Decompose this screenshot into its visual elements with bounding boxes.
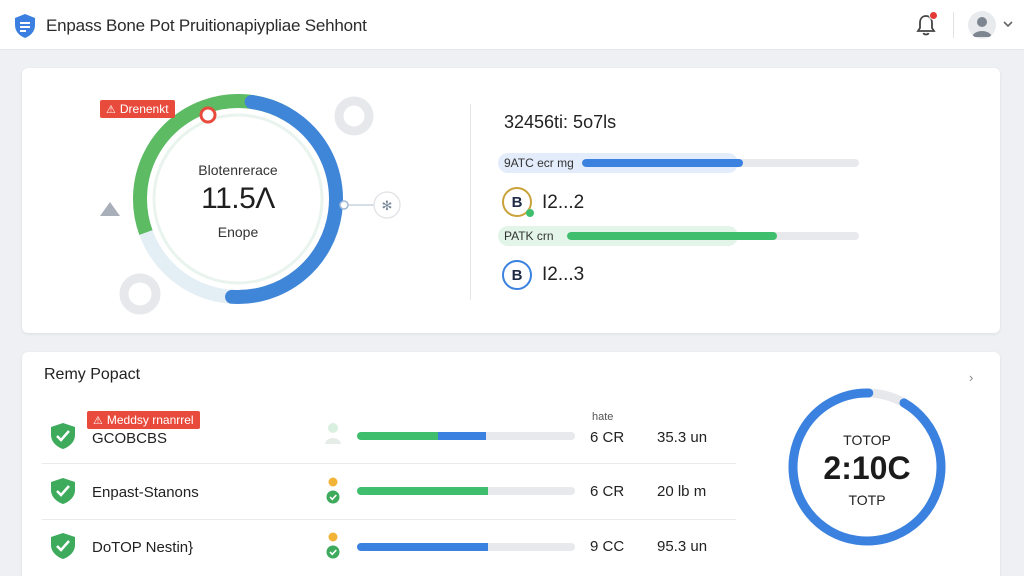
user-avatar-icon[interactable] (968, 11, 996, 39)
report-card: Remy Popact › hate GCOBCBS 6 CR 35.3 un … (22, 352, 1000, 576)
row-progress-bar (357, 432, 575, 440)
chevron-right-icon[interactable]: › (969, 370, 974, 385)
gauge-top-label: TOTOP (843, 432, 891, 448)
alert-badge: ⚠ Drenenkt (100, 100, 175, 118)
mountain-icon (100, 202, 120, 216)
gauge-value: 2:10C (823, 450, 911, 486)
badge-letter: B (511, 266, 523, 284)
overview-card: ✻ ⚠ Drenenkt Blotenrerace 11.5Λ Enope 32… (22, 68, 1000, 333)
row-value-2: 95.3 un (657, 538, 708, 555)
shield-check-icon (51, 533, 75, 559)
settings-node-icon (373, 191, 401, 219)
row-value-1: 9 CC (590, 538, 625, 555)
ring-subtitle: Enope (217, 224, 259, 240)
table-row[interactable]: GCOBCBS 6 CR 35.3 un (42, 408, 736, 463)
row-value-2: 35.3 un (657, 429, 708, 446)
shield-doc-icon (15, 14, 35, 38)
segment-green (357, 432, 438, 440)
header-divider (953, 12, 954, 38)
status-check-icon (326, 532, 340, 559)
segment-green (357, 487, 488, 495)
status-dot (526, 209, 534, 217)
status-check-icon (326, 477, 340, 504)
segment-blue (357, 543, 488, 551)
row-divider (42, 519, 736, 520)
ring-arc-blue (133, 93, 343, 304)
top-bar: Enpass Bone Pot Pruitionapiypliae Sehhon… (0, 0, 1024, 50)
card-divider (470, 104, 471, 300)
ring-marker (199, 106, 217, 124)
badge-letter: B (511, 193, 523, 211)
row-name: DoTOP Nestin} (92, 539, 194, 556)
notification-dot (929, 11, 938, 20)
progress-bar (582, 159, 859, 167)
row-name: Enpast-Stanons (92, 484, 199, 501)
badge-b: B (502, 260, 532, 290)
item-value: I2...3 (542, 264, 585, 285)
table-row[interactable]: DoTOP Nestin} 9 CC 95.3 un (42, 520, 736, 575)
deco-ring-icon (334, 96, 374, 136)
ring-chart: ✻ (100, 93, 401, 315)
shield-check-icon (51, 478, 75, 504)
row-value-2: 20 lb m (657, 483, 707, 500)
row-value-1: 6 CR (590, 483, 625, 500)
ring-value: 11.5Λ (201, 182, 275, 215)
chevron-down-icon[interactable] (1002, 19, 1014, 29)
warning-icon: ⚠ (106, 103, 116, 116)
app-title: Enpass Bone Pot Pruitionapiypliae Sehhon… (46, 16, 367, 35)
progress-fill (567, 232, 778, 240)
alert-label: Meddsy rnanrrel (106, 413, 194, 427)
bar-label: 9ATC ecr mg (504, 156, 574, 170)
gauge-bottom-label: TOTP (848, 492, 886, 508)
row-progress-bar (357, 487, 575, 495)
progress-fill (582, 159, 743, 167)
bar-label: PATK crn (504, 229, 554, 243)
row-value-1: 6 CR (590, 429, 625, 446)
gauge-arc (788, 388, 946, 546)
row-divider (42, 463, 736, 464)
gauge-ring (788, 388, 946, 546)
segment-blue (437, 432, 486, 440)
shield-check-icon (51, 423, 75, 449)
row-name: GCOBCBS (92, 430, 168, 447)
stat-title: 32456ti: 5o7ls (504, 112, 617, 132)
ring-title: Blotenrerace (198, 162, 278, 178)
deco-ring-icon (119, 273, 161, 315)
progress-bar (567, 232, 859, 240)
section-title: Remy Popact (44, 366, 141, 383)
column-header: hate (592, 411, 614, 423)
alert-label: Drenenkt (119, 102, 169, 116)
row-progress-bar (357, 543, 575, 551)
ring-arc-green (133, 94, 343, 304)
user-icon (325, 423, 341, 444)
svg-text:✻: ✻ (382, 199, 393, 214)
warning-icon: ⚠ (93, 414, 103, 427)
alert-badge: ⚠ Meddsy rnanrrel (87, 411, 200, 429)
item-value: I2...2 (542, 192, 585, 213)
table-row[interactable]: Enpast-Stanons 6 CR 20 lb m (42, 464, 736, 519)
